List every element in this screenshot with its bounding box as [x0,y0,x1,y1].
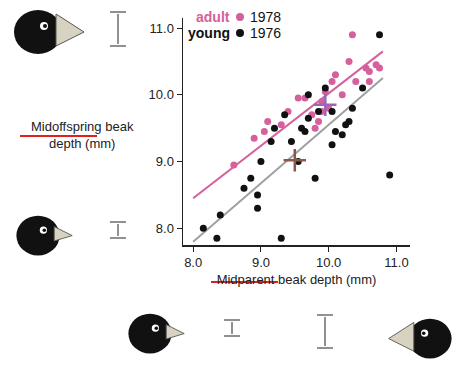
svg-text:9.0: 9.0 [252,255,270,270]
svg-text:8.0: 8.0 [156,221,174,236]
svg-text:8.0: 8.0 [184,255,202,270]
svg-text:Midoffspring beakdepth (mm): Midoffspring beakdepth (mm) [31,119,134,151]
svg-text:11.0: 11.0 [384,255,408,270]
svg-text:adult: adult [196,9,230,25]
svg-text:young: young [188,25,230,41]
svg-text:1976: 1976 [250,25,281,41]
svg-text:Midparent beak depth (mm): Midparent beak depth (mm) [217,272,377,287]
svg-text:11.0: 11.0 [150,21,174,36]
svg-text:1978: 1978 [250,9,281,25]
svg-text:10.0: 10.0 [149,87,174,102]
svg-text:9.0: 9.0 [156,154,174,169]
svg-text:10.0: 10.0 [316,255,341,270]
